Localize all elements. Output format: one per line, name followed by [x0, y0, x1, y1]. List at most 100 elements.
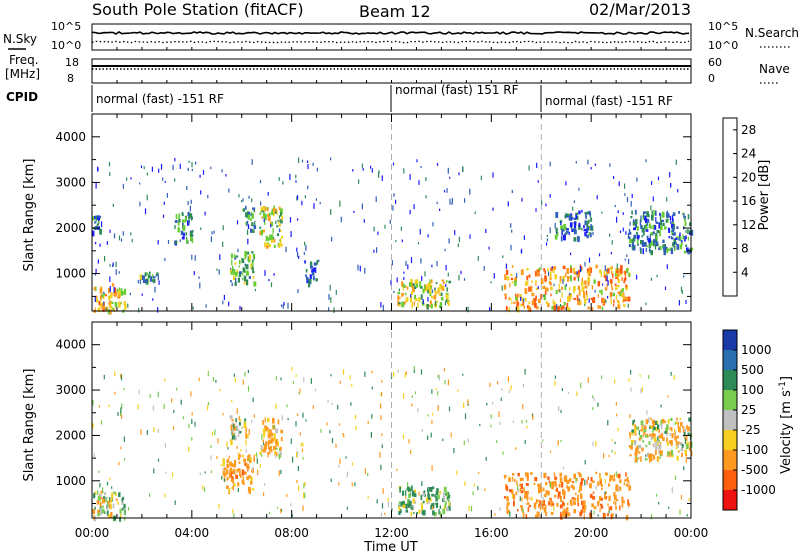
power-echo-cell — [650, 232, 653, 236]
power-echo-cell — [448, 280, 452, 284]
power-sparse-cell — [485, 228, 487, 234]
power-echo-cell — [653, 239, 656, 245]
power-echo-cell — [588, 266, 591, 272]
power-sparse-cell — [282, 304, 284, 309]
power-echo-cell — [578, 269, 581, 274]
power-echo-cell — [633, 219, 635, 223]
velocity-echo-cell — [681, 452, 683, 458]
power-sparse-cell — [129, 292, 131, 296]
power-sparse-cell — [174, 178, 176, 182]
velocity-sparse-cell — [489, 382, 491, 387]
power-sparse-cell — [190, 199, 192, 204]
power-echo-cell — [97, 223, 99, 226]
velocity-echo-cell — [558, 483, 561, 488]
velocity-colorbar-segment — [723, 430, 737, 451]
power-sparse-cell — [164, 180, 166, 183]
velocity-echo-cell — [625, 472, 627, 477]
power-sparse-cell — [330, 209, 332, 215]
power-echo-cell — [661, 219, 664, 222]
velocity-echo-cell — [584, 505, 587, 510]
velocity-sparse-cell — [615, 402, 617, 406]
power-echo-cell — [182, 219, 185, 223]
power-echo-cell — [550, 293, 552, 297]
velocity-sparse-cell — [275, 403, 277, 409]
power-echo-cell — [271, 208, 274, 213]
power-echo-cell — [308, 282, 310, 288]
power-sparse-cell — [312, 162, 314, 166]
velocity-echo-cell — [241, 479, 245, 484]
velocity-echo-cell — [561, 501, 564, 504]
power-echo-cell — [251, 261, 254, 266]
velocity-echo-region — [628, 417, 693, 463]
power-echo-cell — [106, 306, 108, 311]
power-echo-cell — [435, 291, 437, 296]
velocity-sparse-cell — [534, 504, 536, 510]
velocity-sparse-cell — [163, 403, 165, 409]
velocity-echo-cell — [506, 496, 509, 502]
velocity-sparse-cell — [153, 468, 155, 474]
velocity-echo-cell — [599, 507, 601, 513]
velocity-echo-cell — [521, 506, 523, 511]
power-echo-cell — [575, 214, 578, 219]
power-echo-cell — [261, 216, 263, 219]
velocity-echo-cell — [442, 508, 446, 515]
power-echo-cell — [191, 238, 194, 244]
power-echo-cell — [414, 286, 417, 290]
velocity-echo-cell — [430, 487, 433, 492]
power-sparse-cell — [680, 286, 683, 292]
power-sparse-cell — [250, 213, 252, 216]
power-sparse-cell — [330, 297, 332, 303]
velocity-sparse-cell — [470, 505, 473, 512]
power-echo-cell — [177, 220, 180, 226]
power-sparse-cell — [636, 177, 638, 182]
power-echo-cell — [437, 290, 439, 294]
velocity-echo-cell — [605, 491, 607, 495]
power-echo-cell — [250, 263, 253, 268]
power-echo-cell — [671, 223, 674, 229]
velocity-echo-cell — [516, 480, 518, 486]
velocity-echo-cell — [608, 484, 610, 487]
power-sparse-cell — [652, 196, 654, 202]
velocity-echo-cell — [583, 509, 586, 513]
power-echo-cell — [598, 290, 602, 293]
power-sparse-cell — [187, 201, 189, 206]
power-echo-cell — [550, 286, 553, 291]
velocity-echo-cell — [578, 489, 581, 493]
velocity-echo-cell — [228, 488, 231, 494]
velocity-echo-cell — [92, 509, 96, 514]
velocity-sparse-cell — [191, 412, 193, 416]
velocity-sparse-cell — [351, 462, 354, 466]
power-echo-cell — [600, 271, 603, 277]
power-sparse-cell — [507, 201, 509, 207]
velocity-echo-cell — [541, 505, 544, 510]
power-sparse-cell — [242, 198, 244, 202]
power-echo-cell — [109, 300, 112, 305]
power-echo-cell — [678, 234, 681, 241]
power-sparse-cell — [154, 286, 156, 293]
velocity-sparse-cell — [299, 432, 301, 436]
power-echo-cell — [276, 233, 279, 237]
power-echo-cell — [95, 218, 97, 222]
velocity-echo-cell — [523, 487, 525, 493]
power-echo-cell — [148, 271, 151, 274]
velocity-echo-cell — [104, 492, 106, 496]
power-sparse-cell — [449, 176, 451, 179]
power-sparse-cell — [639, 247, 641, 251]
velocity-echo-cell — [586, 479, 588, 485]
velocity-echo-cell — [650, 417, 652, 421]
velocity-echo-cell — [233, 483, 236, 487]
velocity-sparse-cell — [448, 406, 451, 412]
velocity-echo-cell — [107, 514, 110, 519]
power-echo-cell — [683, 213, 685, 219]
velocity-sparse-cell — [215, 380, 217, 383]
velocity-echo-cell — [551, 484, 554, 490]
velocity-echo-cell — [682, 429, 686, 433]
power-echo-cell — [103, 295, 105, 300]
velocity-echo-cell — [539, 500, 542, 506]
power-echo-cell — [262, 212, 266, 218]
power-echo-cell — [601, 289, 603, 296]
velocity-echo-cell — [512, 494, 516, 499]
power-echo-cell — [650, 250, 653, 256]
velocity-sparse-cell — [295, 452, 298, 458]
power-sparse-cell — [436, 261, 438, 267]
